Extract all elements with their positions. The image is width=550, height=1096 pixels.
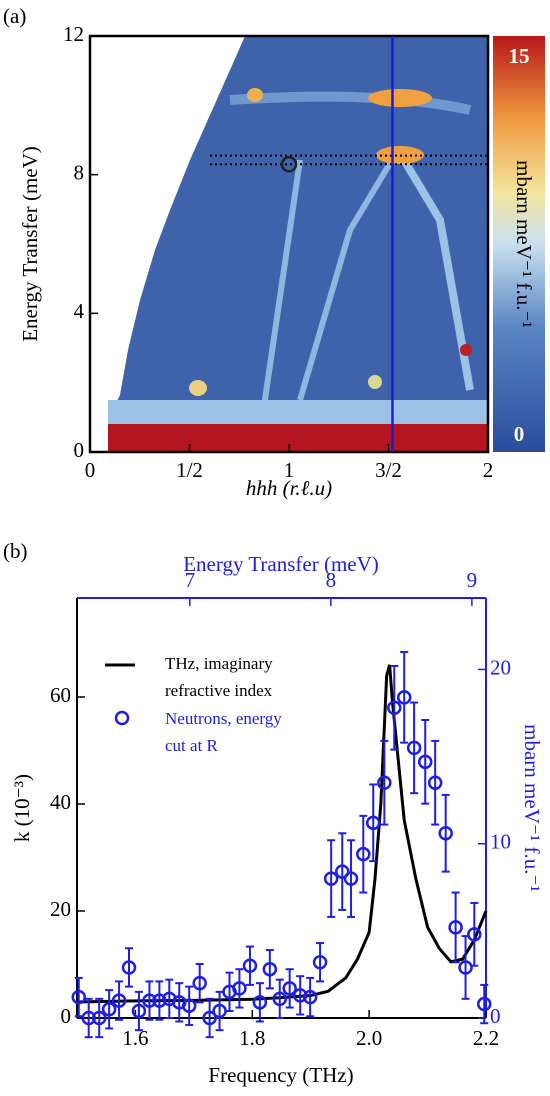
- y-axis-label: Energy Transfer (meV): [18, 146, 42, 342]
- colorbar: [493, 36, 545, 452]
- point: [387, 700, 402, 716]
- point: [101, 1002, 117, 1017]
- point: [312, 954, 328, 970]
- legend-line: [105, 663, 135, 667]
- point: [292, 988, 308, 1003]
- point: [232, 981, 247, 996]
- y-tick-label: 0: [61, 1004, 72, 1028]
- panel-label: (a): [3, 4, 26, 28]
- y2-axis-label: mbarn meV⁻¹ f.u.⁻¹: [520, 724, 544, 892]
- point: [152, 993, 167, 1008]
- point: [131, 1003, 147, 1019]
- x2-tick-label: 8: [326, 568, 337, 592]
- point: [417, 754, 433, 770]
- colorbar-tick-label: 0: [514, 422, 525, 446]
- x-tick-label: 1/2: [176, 458, 203, 482]
- y2-tick-label: 20: [490, 655, 511, 679]
- x-tick-label: 2.0: [356, 1026, 382, 1050]
- x-tick-label: 1.8: [239, 1026, 265, 1050]
- point: [438, 826, 453, 841]
- point: [396, 690, 412, 705]
- point: [302, 989, 318, 1005]
- x2-tick-label: 7: [185, 568, 196, 592]
- legend-label: THz, imaginary refractive index: [165, 654, 273, 700]
- point: [262, 961, 278, 977]
- point: [111, 993, 127, 1008]
- x-tick-label: 0: [85, 458, 96, 482]
- point: [242, 958, 258, 973]
- y2-tick-label: 0: [490, 1004, 501, 1028]
- y2-tick-label: 10: [490, 830, 511, 854]
- point: [356, 846, 371, 862]
- marker: [280, 156, 298, 173]
- x-axis-label: hhh (r.ℓ.u): [246, 476, 332, 500]
- point: [142, 993, 157, 1008]
- colorbar-label: mbarn meV⁻¹ f.u.⁻¹: [512, 160, 536, 328]
- point: [91, 1010, 107, 1026]
- point: [335, 864, 350, 879]
- x-tick-label: 1: [284, 458, 295, 482]
- legend-marker: [114, 710, 130, 726]
- y-tick-label: 12: [63, 22, 84, 46]
- point: [192, 975, 207, 991]
- point: [71, 989, 87, 1005]
- colorbar-tick-label: 15: [509, 44, 530, 68]
- line: [76, 664, 488, 1004]
- point: [81, 1010, 96, 1026]
- x2-axis-label: Energy Transfer (meV): [183, 552, 379, 576]
- point: [476, 996, 492, 1012]
- y-tick-label: 60: [50, 683, 71, 707]
- heatmap: [108, 36, 488, 452]
- point: [467, 927, 482, 942]
- point: [448, 920, 463, 935]
- point: [406, 740, 422, 756]
- y-tick-label: 40: [50, 790, 71, 814]
- point: [181, 998, 197, 1014]
- y-tick-label: 8: [74, 160, 85, 184]
- x-axis-label: Frequency (THz): [208, 1063, 353, 1087]
- point: [427, 775, 443, 790]
- point: [343, 871, 359, 886]
- point: [365, 815, 381, 831]
- point: [323, 871, 339, 886]
- x-tick-label: 3/2: [375, 458, 402, 482]
- point: [202, 1010, 217, 1026]
- point: [377, 775, 392, 790]
- point: [252, 995, 268, 1010]
- y-tick-label: 20: [50, 897, 71, 921]
- x-tick-label: 2: [483, 458, 494, 482]
- point: [121, 960, 137, 975]
- panel-label: (b): [3, 539, 28, 563]
- x-tick-label: 2.2: [473, 1026, 499, 1050]
- y-tick-label: 4: [74, 299, 85, 323]
- legend-label: Neutrons, energy cut at R: [165, 709, 282, 755]
- point: [458, 960, 473, 975]
- point: [272, 991, 287, 1007]
- point: [282, 981, 297, 996]
- y-axis-label: k (10⁻³): [10, 774, 34, 842]
- x2-tick-label: 9: [467, 568, 478, 592]
- y-tick-label: 0: [74, 438, 85, 462]
